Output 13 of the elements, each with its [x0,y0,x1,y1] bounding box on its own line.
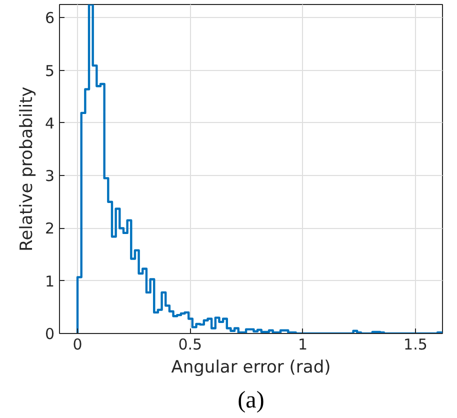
x-tick-label: 1.5 [404,336,428,354]
x-tick-label: 0.5 [178,336,202,354]
x-axis-title: Angular error (rad) [171,358,331,378]
y-tick-label: 2 [44,220,55,238]
y-tick-label: 3 [44,167,55,186]
y-tick-label: 5 [44,62,55,80]
y-tick-label: 6 [44,9,55,28]
text: (a) [238,388,264,414]
y-tick-label: 1 [44,272,55,290]
y-tick-label: 4 [44,114,55,132]
x-tick-label: 1 [298,336,308,354]
y-axis-title: Relative probability [16,86,37,252]
x-tick-label: 0 [72,336,82,354]
